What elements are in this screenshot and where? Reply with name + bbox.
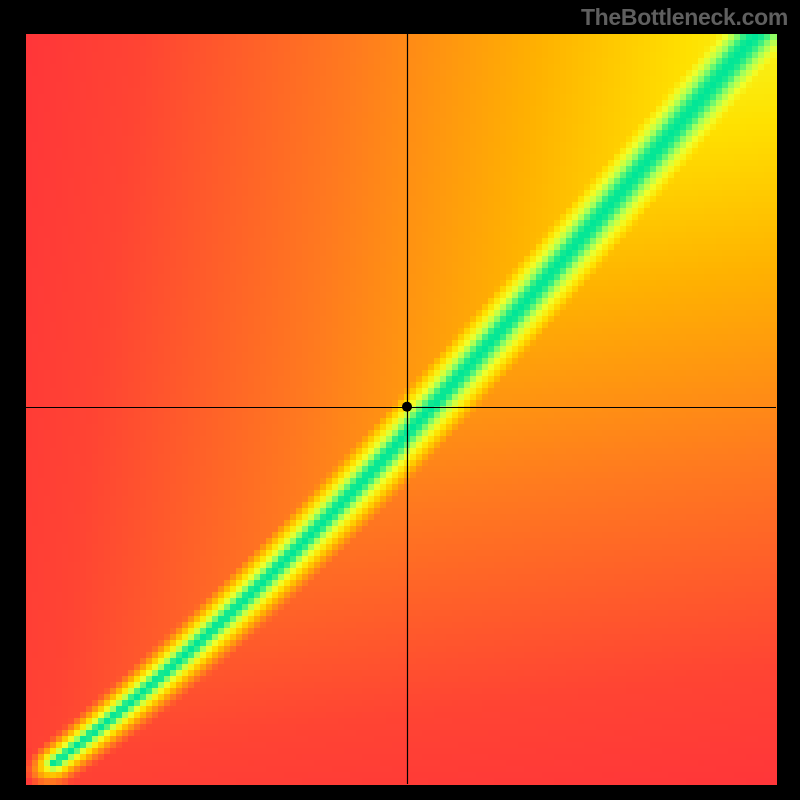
heatmap-canvas [0,0,800,800]
watermark-text: TheBottleneck.com [581,4,788,31]
chart-container: TheBottleneck.com [0,0,800,800]
